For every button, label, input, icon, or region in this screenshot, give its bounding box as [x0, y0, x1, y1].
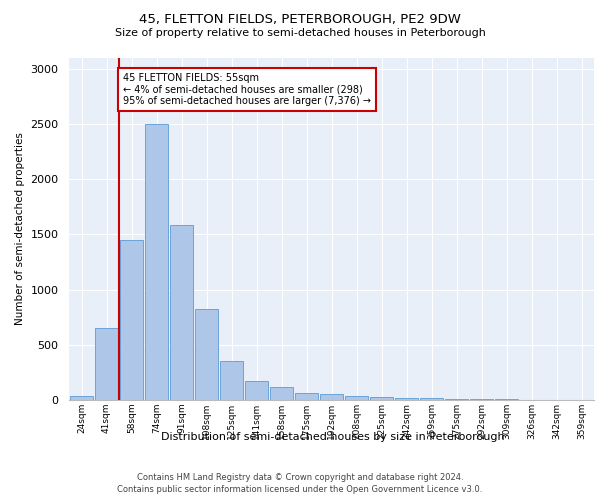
- Bar: [170, 226, 193, 400]
- Text: Contains HM Land Registry data © Crown copyright and database right 2024.: Contains HM Land Registry data © Crown c…: [137, 472, 463, 482]
- Bar: [470, 399, 493, 400]
- Bar: [270, 386, 293, 400]
- Text: Size of property relative to semi-detached houses in Peterborough: Size of property relative to semi-detach…: [115, 28, 485, 38]
- Bar: [245, 380, 268, 400]
- Y-axis label: Number of semi-detached properties: Number of semi-detached properties: [15, 132, 25, 325]
- Bar: [420, 398, 443, 400]
- Bar: [120, 240, 143, 400]
- Bar: [95, 328, 118, 400]
- Text: 45, FLETTON FIELDS, PETERBOROUGH, PE2 9DW: 45, FLETTON FIELDS, PETERBOROUGH, PE2 9D…: [139, 12, 461, 26]
- Text: Distribution of semi-detached houses by size in Peterborough: Distribution of semi-detached houses by …: [161, 432, 505, 442]
- Bar: [70, 396, 93, 400]
- Bar: [145, 124, 168, 400]
- Bar: [195, 310, 218, 400]
- Bar: [370, 397, 393, 400]
- Text: Contains public sector information licensed under the Open Government Licence v3: Contains public sector information licen…: [118, 485, 482, 494]
- Bar: [320, 394, 343, 400]
- Bar: [220, 362, 243, 400]
- Bar: [445, 399, 468, 400]
- Text: 45 FLETTON FIELDS: 55sqm
← 4% of semi-detached houses are smaller (298)
95% of s: 45 FLETTON FIELDS: 55sqm ← 4% of semi-de…: [123, 73, 371, 106]
- Bar: [395, 398, 418, 400]
- Bar: [295, 393, 318, 400]
- Bar: [345, 396, 368, 400]
